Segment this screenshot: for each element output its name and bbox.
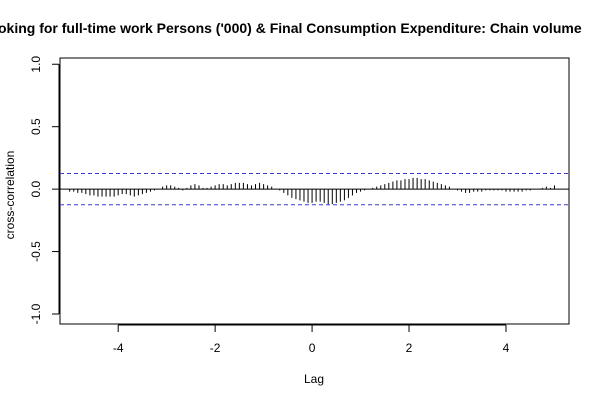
bars-group [69, 177, 555, 205]
x-tick-label: -4 [113, 341, 124, 355]
y-tick-label: 0.0 [29, 180, 43, 197]
x-tick-label: 2 [406, 341, 413, 355]
x-tick-label: 0 [309, 341, 316, 355]
y-tick-label: -1.0 [29, 303, 43, 324]
x-tick-label: 4 [503, 341, 510, 355]
x-tick-label: -2 [210, 341, 221, 355]
chart-title: oking for full-time work Persons ('000) … [0, 20, 582, 36]
y-tick-label: -0.5 [29, 241, 43, 262]
x-axis-label: Lag [304, 372, 324, 386]
y-axis: -1.0 -0.5 0.0 0.5 1.0 [29, 56, 60, 324]
y-tick-label: 1.0 [29, 56, 43, 73]
x-axis: -4 -2 0 2 4 [113, 324, 510, 355]
y-tick-label: 0.5 [29, 118, 43, 135]
plot-frame [59, 57, 570, 325]
y-axis-label: cross-correlation [3, 151, 17, 240]
